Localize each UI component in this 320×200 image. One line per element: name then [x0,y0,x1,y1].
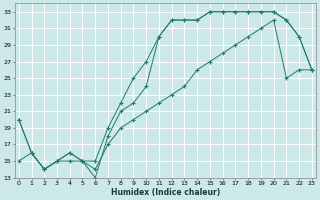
X-axis label: Humidex (Indice chaleur): Humidex (Indice chaleur) [111,188,220,197]
